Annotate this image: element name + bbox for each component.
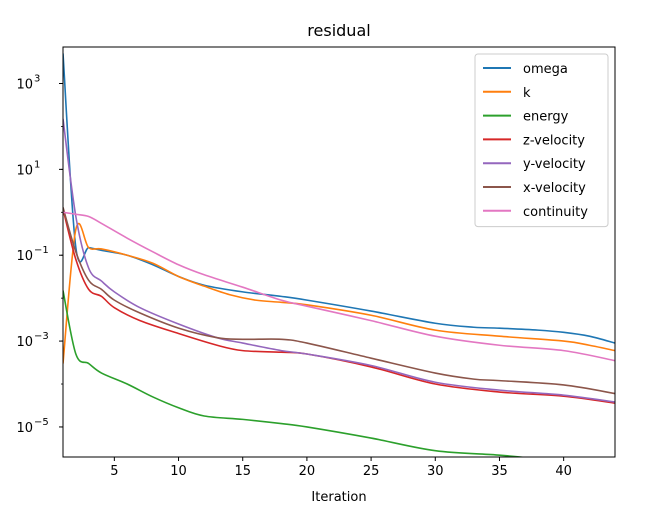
legend-label-y-velocity: y-velocity bbox=[523, 157, 586, 172]
x-tick-label: 15 bbox=[234, 464, 251, 479]
legend-label-omega: omega bbox=[523, 62, 568, 77]
plot-frame bbox=[62, 46, 616, 458]
x-tick-label: 30 bbox=[427, 464, 444, 479]
x-tick-label: 40 bbox=[555, 464, 572, 479]
y-tick-label: 10 bbox=[16, 421, 33, 436]
series-line-k bbox=[63, 222, 615, 364]
series-line-x-velocity bbox=[63, 207, 615, 395]
y-tick-exponent: −1 bbox=[34, 245, 49, 256]
legend-box bbox=[474, 53, 609, 228]
series-line-continuity bbox=[63, 211, 615, 362]
legend-label-x-velocity: x-velocity bbox=[523, 181, 586, 196]
legend-label-continuity: continuity bbox=[523, 205, 588, 220]
x-tick-label: 25 bbox=[363, 464, 380, 479]
legend-label-z-velocity: z-velocity bbox=[523, 133, 585, 148]
x-axis-label: Iteration bbox=[311, 490, 366, 505]
y-tick-label: 10 bbox=[16, 77, 33, 92]
legend-label-k: k bbox=[523, 86, 531, 101]
legend-label-energy: energy bbox=[523, 110, 569, 125]
chart-title: residual bbox=[307, 21, 370, 40]
x-axis-ticks: 5 10 15 20 25 30 35 40 bbox=[110, 457, 572, 479]
x-tick-label: 5 bbox=[110, 464, 118, 479]
series-line-z-velocity bbox=[63, 208, 615, 404]
y-tick-exponent: 3 bbox=[34, 73, 40, 84]
legend: omega k energy z-velocity y-velocity x-veloci… bbox=[474, 53, 609, 228]
y-tick-exponent: 1 bbox=[34, 159, 40, 170]
x-tick-label: 35 bbox=[491, 464, 508, 479]
series-line-y-velocity bbox=[63, 118, 615, 403]
y-tick-exponent: −3 bbox=[34, 331, 49, 342]
x-tick-label: 10 bbox=[170, 464, 187, 479]
series-layer bbox=[63, 53, 615, 457]
y-tick-label: 10 bbox=[16, 163, 33, 178]
y-tick-exponent: −5 bbox=[34, 417, 49, 428]
y-tick-label: 10 bbox=[16, 335, 33, 350]
y-tick-label: 10 bbox=[16, 249, 33, 264]
series-line-energy bbox=[63, 290, 529, 457]
x-tick-label: 20 bbox=[299, 464, 316, 479]
